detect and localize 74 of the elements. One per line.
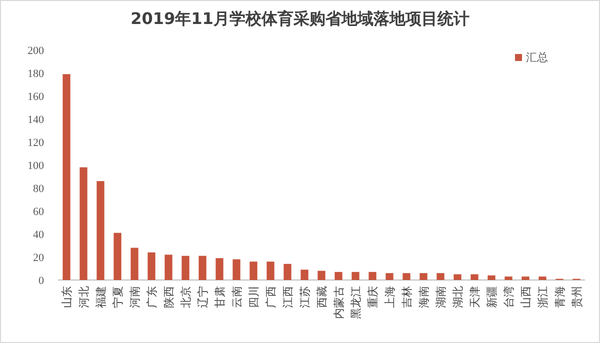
x-tick-label: 江苏 [298,286,312,308]
bar [266,262,274,280]
y-tick-label: 140 [28,114,44,126]
bar [232,259,240,280]
bar [538,276,546,280]
x-tick-label: 贵州 [570,286,584,308]
x-tick-label: 海南 [418,286,430,308]
bar [148,252,156,280]
x-tick-label: 甘肃 [214,286,226,308]
x-tick-label: 湖北 [452,286,464,308]
bar [250,262,258,280]
y-tick-label: 160 [28,91,44,103]
bar [470,274,478,280]
bar [454,274,462,280]
bar [334,272,342,280]
y-tick-label: 180 [28,68,44,80]
y-tick-label: 20 [33,252,44,264]
x-tick-label: 江西 [282,286,294,308]
y-tick-label: 60 [33,206,44,218]
x-tick-label: 青海 [554,286,566,308]
y-tick-label: 100 [28,160,44,172]
x-tick-label: 辽宁 [196,286,210,308]
bar [62,74,70,280]
y-tick-label: 40 [33,229,44,241]
x-tick-label: 重庆 [366,286,380,308]
y-tick-label: 200 [28,45,44,57]
bar [488,275,496,280]
x-tick-label: 黑龙江 [350,286,362,319]
x-tick-label: 台湾 [502,286,516,308]
x-tick-label: 河北 [78,286,90,308]
bar [130,248,138,280]
x-tick-label: 天津 [468,286,482,308]
x-tick-label: 内蒙古 [332,286,346,319]
x-tick-label: 西藏 [316,286,328,308]
y-tick-label: 0 [38,275,44,287]
x-tick-label: 山东 [60,286,74,308]
bar [352,272,360,280]
bar [164,254,172,280]
bar [386,273,394,280]
x-tick-label: 河南 [128,286,142,308]
bar [182,256,190,280]
bar [284,264,292,280]
x-tick-label: 宁夏 [112,286,124,308]
bar [114,232,122,280]
x-tick-label: 四川 [248,286,260,308]
x-tick-label: 浙江 [536,286,550,308]
bar [436,273,444,280]
x-tick-label: 新疆 [486,286,498,308]
bar [300,270,308,280]
bar [80,167,88,280]
bar [368,272,376,280]
bar [318,270,326,280]
x-tick-label: 湖南 [434,286,448,308]
legend-label: 汇总 [526,51,548,64]
bar [216,258,224,280]
bar [96,181,104,280]
x-tick-label: 北京 [180,286,192,308]
bar [504,276,512,280]
x-tick-label: 吉林 [400,286,414,308]
x-tick-label: 广东 [146,286,158,308]
x-tick-label: 云南 [230,286,244,308]
x-tick-label: 广西 [264,286,278,308]
bar [522,276,530,280]
bar [420,273,428,280]
y-tick-label: 80 [33,183,44,195]
bar [402,273,410,280]
x-tick-label: 陕西 [162,286,176,308]
x-tick-label: 上海 [384,286,396,308]
bar [198,256,206,280]
legend: 汇总 [515,51,548,64]
x-tick-label: 山西 [520,286,532,308]
y-tick-label: 120 [28,137,44,149]
x-tick-label: 福建 [94,286,108,308]
chart-title: 2019年11月学校体育采购省地域落地项目统计 [130,9,470,28]
